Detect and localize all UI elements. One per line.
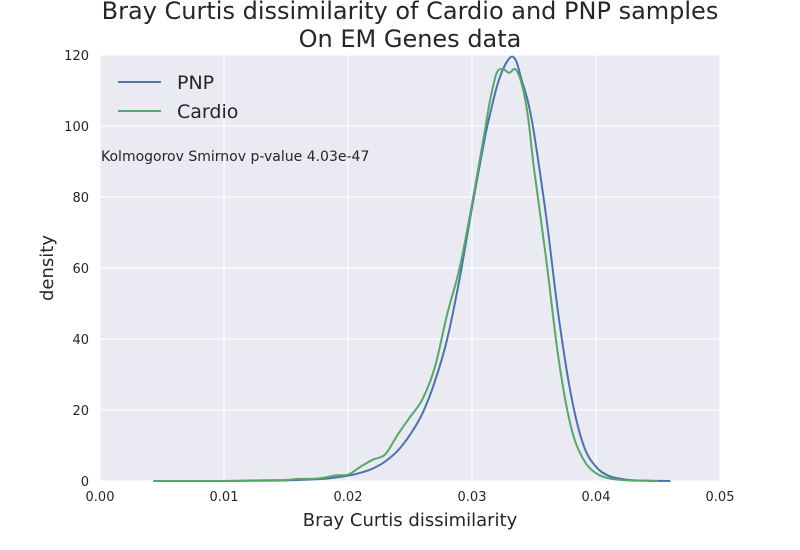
y-tick-label: 120 xyxy=(64,49,89,64)
x-tick-label: 0.01 xyxy=(210,490,239,505)
x-tick-label: 0.00 xyxy=(86,490,115,505)
legend-label-pnp: PNP xyxy=(177,72,214,94)
series-line-cardio xyxy=(153,67,659,483)
ks-annotation: Kolmogorov Smirnov p-value 4.03e-47 xyxy=(101,149,369,165)
y-tick-label: 60 xyxy=(72,262,89,277)
gridlines xyxy=(99,54,721,482)
x-tick-label: 0.04 xyxy=(582,490,611,505)
x-tick-label: 0.05 xyxy=(706,490,735,505)
chart-subtitle: On EM Genes data xyxy=(299,25,522,53)
x-tick-labels: 0.00 0.01 0.02 0.03 0.04 0.05 xyxy=(86,490,735,505)
series-lines xyxy=(153,55,671,483)
y-tick-label: 40 xyxy=(72,333,89,348)
legend-label-cardio: Cardio xyxy=(177,101,238,123)
x-tick-label: 0.02 xyxy=(334,490,363,505)
y-tick-label: 20 xyxy=(72,404,89,419)
y-tick-label: 100 xyxy=(64,120,89,135)
chart-title: Bray Curtis dissimilarity of Cardio and … xyxy=(102,0,719,25)
y-tick-label: 80 xyxy=(72,191,89,206)
y-axis-label: density xyxy=(37,235,58,301)
x-axis-label: Bray Curtis dissimilarity xyxy=(303,510,518,531)
legend: PNP Cardio xyxy=(118,72,238,123)
y-tick-labels: 0 20 40 60 80 100 120 xyxy=(64,49,89,490)
series-line-pnp xyxy=(153,55,671,483)
x-tick-label: 0.03 xyxy=(458,490,487,505)
y-tick-label: 0 xyxy=(81,475,89,490)
